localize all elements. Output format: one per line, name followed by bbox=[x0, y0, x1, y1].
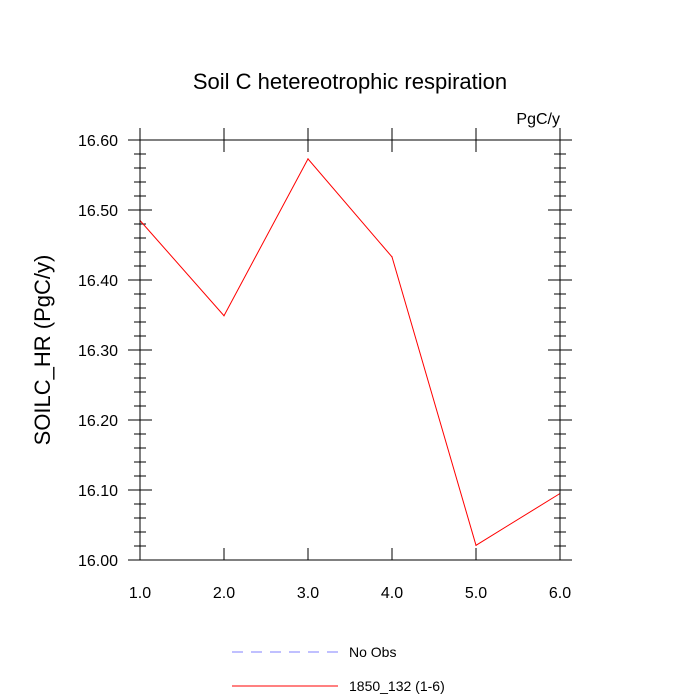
y-tick-label: 16.40 bbox=[78, 273, 118, 290]
x-tick-label: 2.0 bbox=[213, 585, 235, 602]
y-axis-label: SOILC_HR (PgC/y) bbox=[30, 255, 55, 446]
x-tick-label: 5.0 bbox=[465, 585, 487, 602]
series-layer bbox=[139, 158, 561, 547]
plot-frame bbox=[139, 139, 561, 561]
y-tick-label: 16.10 bbox=[78, 483, 118, 500]
legend-label: 1850_132 (1-6) bbox=[349, 678, 445, 694]
axis-ticks bbox=[128, 128, 572, 561]
x-tick-label: 1.0 bbox=[129, 585, 151, 602]
x-tick-label: 6.0 bbox=[549, 585, 571, 602]
y-tick-label: 16.50 bbox=[78, 203, 118, 220]
data-point bbox=[475, 544, 477, 546]
y-tick-label: 16.60 bbox=[78, 133, 118, 150]
x-tick-label: 3.0 bbox=[297, 585, 319, 602]
data-point bbox=[223, 315, 225, 317]
data-point bbox=[307, 158, 309, 160]
units-label: PgC/y bbox=[516, 111, 560, 128]
y-tick-label: 16.30 bbox=[78, 343, 118, 360]
x-tick-label: 4.0 bbox=[381, 585, 403, 602]
tick-labels: 1.0 2.0 3.0 4.0 5.0 6.0 16.00 16.10 16.20 16.30 16… bbox=[78, 133, 571, 602]
y-tick-label: 16.20 bbox=[78, 413, 118, 430]
data-point bbox=[391, 256, 393, 258]
legend-label: No Obs bbox=[349, 644, 396, 660]
legend: No Obs 1850_132 (1-6) bbox=[232, 644, 445, 694]
chart-title: Soil C hetereotrophic respiration bbox=[193, 69, 507, 94]
y-tick-label: 16.00 bbox=[78, 553, 118, 570]
series-line bbox=[139, 158, 561, 547]
